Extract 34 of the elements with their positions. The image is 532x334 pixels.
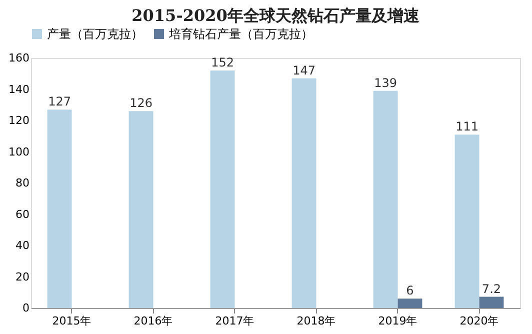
x-tick-label: 2016年 <box>134 314 173 328</box>
legend-label: 产量（百万克拉） <box>47 27 143 41</box>
data-label: 126 <box>130 96 152 110</box>
y-tick-label: 80 <box>16 176 30 190</box>
data-label: 152 <box>211 56 234 70</box>
bar <box>210 70 235 308</box>
chart-title: 2015-2020年全球天然钻石产量及增速 <box>132 6 420 25</box>
bar <box>398 298 422 308</box>
x-tick-label: 2020年 <box>460 314 499 328</box>
y-tick-label: 160 <box>8 52 30 64</box>
data-label: 7.2 <box>482 282 502 296</box>
bar <box>292 78 316 308</box>
bar <box>47 110 72 308</box>
data-label: 139 <box>374 76 397 90</box>
bar <box>479 296 504 308</box>
x-tick-label: 2019年 <box>378 314 418 328</box>
y-tick-label: 120 <box>8 114 30 127</box>
x-tick-label: 2015年 <box>52 314 92 328</box>
y-tick-label: 40 <box>16 239 30 252</box>
y-tick-label: 20 <box>16 270 30 284</box>
data-label: 6 <box>406 284 414 298</box>
x-tick-label: 2018年 <box>296 314 336 328</box>
y-tick-label: 100 <box>8 145 30 158</box>
data-label: 127 <box>48 94 71 109</box>
bar <box>373 90 398 308</box>
y-tick-label: 0 <box>22 302 30 314</box>
data-label: 147 <box>292 63 316 78</box>
x-tick-label: 2017年 <box>215 314 254 328</box>
y-tick-label: 140 <box>8 82 30 96</box>
data-label: 111 <box>456 120 478 134</box>
y-tick-label: 60 <box>16 208 30 221</box>
bar <box>454 134 480 308</box>
bar <box>128 111 154 308</box>
legend-label: 培育钻石产量（百万克拉） <box>168 27 313 41</box>
